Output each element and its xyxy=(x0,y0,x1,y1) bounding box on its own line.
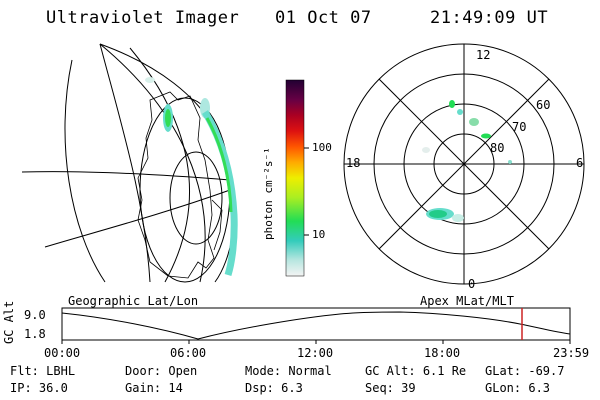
info-ip: IP: 36.0 xyxy=(10,381,68,395)
mlt-diagonal xyxy=(378,78,550,250)
info-value: 6.3 xyxy=(528,381,551,395)
apex-panel-label: Apex MLat/MLT xyxy=(420,294,514,308)
info-value: -69.7 xyxy=(528,364,565,378)
info-label: Flt: xyxy=(10,364,39,378)
polar-aurora xyxy=(422,100,512,222)
info-value: LBHL xyxy=(46,364,76,378)
altitude-ytick-low: 1.8 xyxy=(24,327,46,341)
lat-label-60: 60 xyxy=(536,98,551,112)
mlt-label-12: 12 xyxy=(476,48,491,62)
instrument-title: Ultraviolet Imager xyxy=(46,8,240,28)
time-tick-2359: 23:59 xyxy=(553,346,590,360)
info-label: IP: xyxy=(10,381,32,395)
info-label: GC Alt: xyxy=(365,364,416,378)
aurora-emission xyxy=(145,77,238,277)
info-glon: GLon: 6.3 xyxy=(485,381,550,395)
info-value: Normal xyxy=(288,364,332,378)
lat-label-70: 70 xyxy=(512,120,527,134)
info-label: GLat: xyxy=(485,364,522,378)
altitude-ytick-high: 9.0 xyxy=(24,308,46,322)
info-label: Gain: xyxy=(125,381,162,395)
time-tick-1200: 12:00 xyxy=(297,346,334,360)
info-gain: Gain: 14 xyxy=(125,381,183,395)
colorbar-scale xyxy=(285,79,305,277)
date-display: 01 Oct 07 xyxy=(275,8,372,28)
parallel-line xyxy=(21,171,231,181)
meridian-line xyxy=(64,59,106,283)
info-label: GLon: xyxy=(485,381,522,395)
info-seq: Seq: 39 xyxy=(365,381,416,395)
mlt-label-6: 6 xyxy=(576,156,584,170)
info-dsp: Dsp: 6.3 xyxy=(245,381,303,395)
time-display: 21:49:09 UT xyxy=(430,8,549,28)
info-glat: GLat: -69.7 xyxy=(485,364,564,378)
info-mode: Mode: Normal xyxy=(245,364,332,378)
meridian-line xyxy=(129,47,190,283)
lat-label-80: 80 xyxy=(490,141,505,155)
altitude-curve xyxy=(61,311,571,340)
geographic-panel-label: Geographic Lat/Lon xyxy=(68,294,199,308)
parallel-line xyxy=(44,189,231,248)
info-label: Seq: xyxy=(365,381,394,395)
info-label: Mode: xyxy=(245,364,282,378)
time-tick-1800: 18:00 xyxy=(424,346,461,360)
info-flt: Flt: LBHL xyxy=(10,364,75,378)
colorbar-tick-100: 100 xyxy=(312,141,332,154)
info-value: 14 xyxy=(168,381,183,395)
mlt-label-18: 18 xyxy=(346,156,361,170)
latitude-circle xyxy=(169,151,223,245)
mlt-label-0: 0 xyxy=(468,277,476,291)
altitude-axis-label: GC Alt xyxy=(2,300,16,344)
info-value: 6.1 Re xyxy=(422,364,467,378)
coastline xyxy=(137,91,215,279)
info-label: Dsp: xyxy=(245,381,274,395)
info-door: Door: Open xyxy=(125,364,197,378)
meridian-line xyxy=(99,43,206,283)
colorbar-tick-10: 10 xyxy=(312,228,326,241)
info-label: Door: xyxy=(125,364,162,378)
info-value: 6.3 xyxy=(281,381,303,395)
info-value: 36.0 xyxy=(38,381,68,395)
info-value: 39 xyxy=(401,381,416,395)
time-tick-0000: 00:00 xyxy=(44,346,81,360)
coastline xyxy=(211,199,223,251)
info-gc-alt: GC Alt: 6.1 Re xyxy=(365,364,466,378)
info-value: Open xyxy=(168,364,198,378)
time-tick-0600: 06:00 xyxy=(170,346,207,360)
